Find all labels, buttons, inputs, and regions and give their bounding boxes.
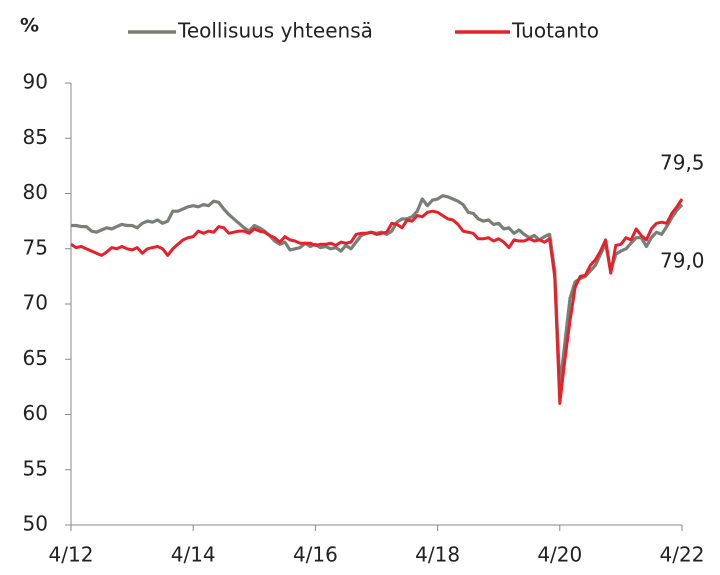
x-tick-label: 4/16 — [293, 543, 338, 567]
y-tick-label: 65 — [23, 346, 48, 370]
y-tick-label: 85 — [23, 125, 48, 149]
legend-label: Tuotanto — [511, 19, 599, 43]
y-tick-label: 80 — [23, 180, 48, 204]
series-line — [71, 194, 684, 389]
x-tick-label: 4/18 — [415, 543, 460, 567]
y-tick-label: 60 — [23, 401, 48, 425]
x-tick-label: 4/14 — [171, 543, 216, 567]
series-line — [70, 198, 684, 405]
x-tick-label: 4/20 — [537, 543, 582, 567]
x-tick-label: 4/12 — [49, 543, 94, 567]
y-tick-label: 70 — [23, 291, 48, 315]
y-tick-label: 55 — [23, 456, 48, 480]
annotation: 79,5 — [660, 151, 705, 175]
y-tick-label: 90 — [23, 70, 48, 94]
y-axis-label: % — [20, 15, 39, 37]
y-tick-label: 75 — [23, 235, 48, 259]
legend-label: Teollisuus yhteensä — [177, 19, 373, 43]
annotation: 79,0 — [660, 249, 705, 273]
y-tick-label: 50 — [23, 512, 48, 536]
x-tick-label: 4/22 — [660, 543, 705, 567]
